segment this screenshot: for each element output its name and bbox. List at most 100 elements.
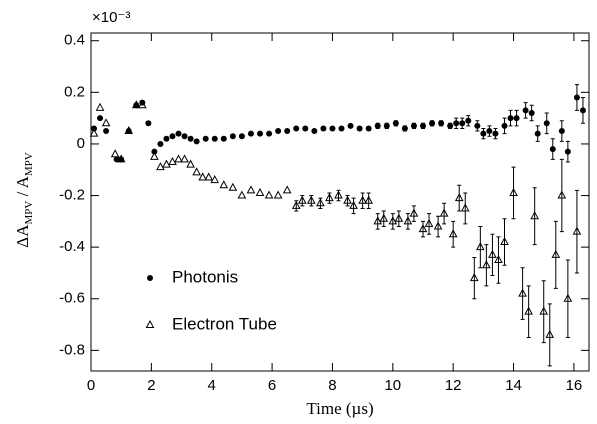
error-bar (360, 192, 365, 209)
error-bar (520, 267, 525, 320)
error-bar (451, 220, 456, 248)
point (282, 185, 292, 194)
point (418, 224, 428, 233)
point (193, 138, 200, 145)
x-tick-label: 14 (505, 377, 522, 394)
y-tick-label: 0 (77, 135, 85, 152)
point (564, 148, 571, 155)
error-bar (375, 213, 380, 230)
point (394, 213, 404, 222)
point (291, 200, 301, 209)
point (486, 128, 493, 135)
legend-label: Photonis (172, 267, 238, 286)
y-tick-label: -0.6 (59, 290, 85, 307)
point (488, 249, 497, 258)
point (334, 190, 343, 199)
y-tick-label: 0.2 (64, 83, 85, 100)
point (480, 130, 487, 137)
point (374, 122, 381, 129)
point (364, 195, 374, 204)
x-tick-label: 4 (208, 377, 216, 394)
point (329, 125, 336, 132)
legend-label: Electron Tube (172, 314, 277, 333)
y-tick-label: -0.2 (59, 187, 85, 204)
point (474, 122, 481, 129)
point (347, 122, 354, 129)
point (579, 107, 586, 114)
point (168, 156, 177, 166)
point (439, 208, 449, 217)
point (210, 175, 220, 184)
x-tick-label: 2 (147, 377, 155, 394)
point (264, 190, 274, 199)
error-bar (496, 236, 501, 284)
y-axis-label-part: ΔA (13, 224, 32, 248)
point (219, 180, 229, 189)
error-bar (553, 220, 558, 289)
error-bar (421, 220, 425, 238)
point (247, 130, 254, 137)
point (174, 154, 183, 163)
error-bar (381, 210, 386, 228)
y-axis-label-part: MPV (23, 152, 35, 176)
error-bar (463, 192, 468, 225)
point (563, 293, 573, 302)
point (266, 130, 273, 137)
error-bar (484, 244, 489, 287)
point (558, 128, 565, 135)
point (181, 133, 188, 140)
point (469, 273, 479, 282)
error-bar (351, 197, 356, 215)
point (273, 190, 283, 199)
point (545, 329, 555, 338)
point (465, 117, 472, 124)
point (410, 122, 417, 129)
error-bar (526, 285, 531, 338)
point (403, 216, 413, 225)
point (454, 193, 464, 202)
point (392, 120, 399, 127)
point (433, 221, 443, 230)
error-bar (502, 218, 507, 266)
error-bar (511, 166, 516, 220)
point (494, 254, 503, 264)
y-axis-label-part: MPV (23, 201, 35, 225)
error-bar (490, 233, 495, 277)
x-tick-label: 8 (328, 377, 336, 394)
point (549, 146, 556, 153)
point (349, 200, 358, 209)
point (229, 133, 236, 140)
point (356, 125, 363, 132)
point (429, 120, 436, 127)
point (325, 193, 334, 202)
error-bar (396, 210, 401, 228)
point (187, 135, 194, 142)
point (383, 122, 390, 129)
y-tick-label: 0.4 (64, 32, 85, 49)
point (192, 167, 201, 176)
point (238, 133, 245, 140)
point (459, 120, 466, 127)
point (157, 140, 164, 147)
point (198, 172, 208, 181)
point (293, 125, 300, 132)
point (500, 236, 509, 245)
x-tick-label: 0 (87, 377, 95, 394)
point (91, 125, 98, 132)
error-bar (436, 215, 441, 238)
point (424, 218, 434, 227)
y-tick-label: -0.4 (59, 238, 85, 255)
point (438, 120, 445, 127)
x-axis-label: Time (µs) (306, 399, 373, 418)
error-bar (574, 189, 579, 274)
error-bar (559, 158, 564, 233)
point (180, 154, 189, 163)
point (151, 148, 158, 155)
point (551, 249, 561, 258)
point (513, 115, 520, 122)
point (103, 128, 110, 135)
point (97, 115, 104, 122)
point (343, 195, 352, 204)
point (492, 130, 499, 137)
point (501, 122, 508, 129)
